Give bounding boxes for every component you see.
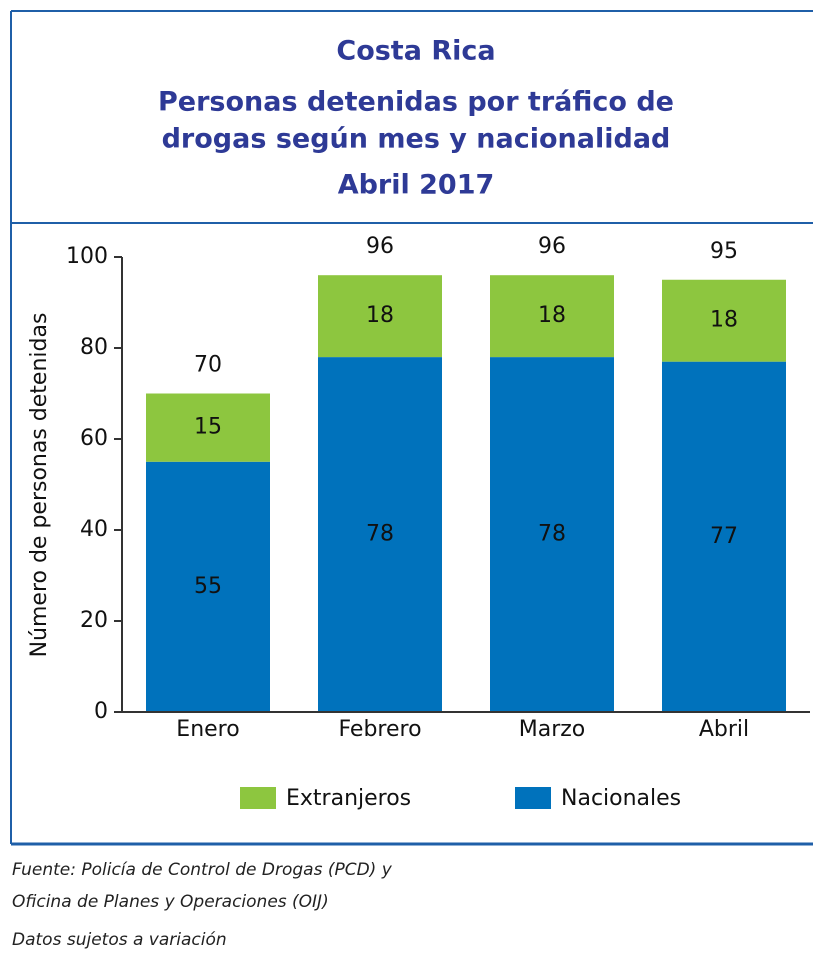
source: Fuente: Policía de Control de Drogas (PC… [12,860,393,880]
y-tick-label: 20 [80,608,108,633]
bar-segment [146,461,270,712]
total-label: 95 [710,239,738,264]
total-label: 96 [366,234,394,259]
data-label: 18 [366,303,394,328]
total-label: 96 [538,234,566,259]
y-tick-label: 40 [80,517,108,542]
x-tick-label: Abril [699,717,749,742]
legend-label: Nacionales [561,786,681,811]
y-tick-label: 60 [80,426,108,451]
data-label: 18 [710,308,738,333]
bar-segment [662,361,786,712]
y-tick-label: 0 [94,699,108,724]
chart-period: Abril 2017 [338,170,495,201]
legend-label: Extranjeros [286,786,411,811]
data-label: 55 [194,574,222,599]
data-label: 15 [194,415,222,440]
legend-swatch [240,787,276,809]
bar-segment [490,357,614,712]
data-label: 78 [538,522,566,547]
data-label: 18 [538,303,566,328]
x-tick-label: Febrero [338,717,421,742]
chart-subtitle: drogas según mes y nacionalidad [162,124,671,155]
bar-segment [662,279,786,362]
bar-segment [490,275,614,358]
data-label: 77 [710,524,738,549]
chart-title: Costa Rica [336,36,495,67]
bar-segment [318,275,442,358]
y-tick-label: 80 [80,335,108,360]
total-label: 70 [194,353,222,378]
data-label: 78 [366,522,394,547]
y-axis-label: Número de personas detenidas [27,313,52,658]
x-tick-label: Enero [176,717,239,742]
x-tick-label: Marzo [519,717,586,742]
note: Datos sujetos a variación [12,930,227,950]
legend-swatch [515,787,551,809]
bar-segment [318,357,442,712]
y-tick-label: 100 [66,244,108,269]
source: Oficina de Planes y Operaciones (OIJ) [12,892,329,912]
chart-subtitle: Personas detenidas por tráfico de [158,87,674,118]
bar-segment [146,393,270,462]
